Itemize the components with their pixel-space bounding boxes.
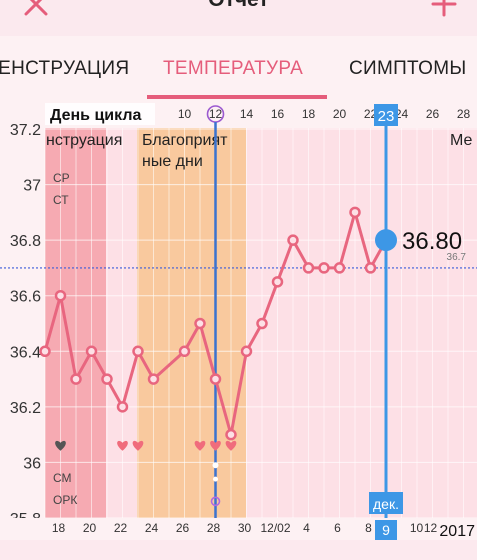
cycle-day-label-bg (45, 103, 155, 125)
temperature-point (287, 234, 299, 246)
heart-icon (117, 440, 128, 451)
temperature-point (271, 276, 284, 288)
fertile-label-line1: Благоприят (142, 132, 228, 149)
date-tick-label: 12 (424, 521, 438, 535)
cycle-day-tick: 26 (426, 107, 440, 121)
fertile-label-line2: ные дни (142, 153, 203, 170)
cycle-day-label: День цикла (50, 107, 141, 124)
temperature-point (70, 373, 82, 385)
cycle-day-tick: 24 (395, 107, 409, 121)
temperature-point (132, 345, 144, 358)
date-tick-label: 4 (303, 521, 310, 535)
y-tick-label: 36 (23, 455, 41, 472)
date-tick-label: 8 (365, 521, 372, 535)
bottom-bar (0, 540, 477, 560)
y-tick-label: 36.2 (10, 400, 41, 417)
tab-temperature[interactable]: ТЕМПЕРАТУРА (163, 58, 304, 79)
temperature-point (318, 262, 330, 274)
date-tick-label: 12/02 (260, 521, 290, 535)
close-button[interactable] (16, 0, 56, 22)
row-label: СТ (53, 193, 69, 207)
temperature-point (240, 345, 253, 358)
cursor-day-label: 23 (378, 108, 395, 125)
temperature-point (147, 373, 160, 385)
selected-temperature-value: 36.80 (402, 228, 462, 255)
y-tick-label: 37.2 (10, 122, 41, 139)
top-bar: Отчет (0, 0, 477, 36)
fertile-band (137, 128, 246, 518)
temperature-point (302, 262, 315, 274)
ovulation-test-icon (210, 496, 221, 507)
y-tick-label: 36.8 (10, 233, 41, 250)
cycle-day-tick: 14 (240, 107, 254, 121)
temperature-point (333, 262, 346, 274)
menstruation-label: нструация (46, 132, 122, 149)
tab-symptoms[interactable]: СИМПТОМЫ (349, 58, 467, 79)
year-label: 2017 (439, 523, 475, 540)
selected-temperature-point (375, 229, 397, 252)
cursor-date-label: 9 (382, 522, 390, 538)
tab-menstruation[interactable]: МЕНСТРУАЦИЯ (0, 58, 130, 79)
date-tick-label: 22 (114, 521, 128, 535)
date-tick-label: 30 (238, 521, 252, 535)
heart-icon (132, 440, 144, 451)
date-axis-background (0, 518, 477, 540)
next-menstruation-label: Ме (450, 132, 473, 149)
cycle-day-tick: 10 (178, 107, 192, 121)
date-tick-label: 20 (83, 521, 97, 535)
cycle-day-tick: 18 (302, 107, 316, 121)
ovulation-drop-icon (213, 476, 218, 482)
temperature-series-line (43, 210, 388, 437)
temperature-point (209, 373, 222, 385)
temperature-point (39, 345, 51, 358)
temperature-point (178, 345, 191, 358)
date-tick-label: 24 (145, 521, 159, 535)
page-title: Отчет (0, 0, 477, 12)
tab-bar: МЕНСТРУАЦИЯ ТЕМПЕРАТУРА СИМПТОМЫ (0, 36, 477, 101)
temperature-point (364, 262, 377, 274)
y-tick-label: 37 (23, 178, 41, 195)
temperature-point (54, 289, 67, 302)
cycle-day-tick: 20 (333, 107, 347, 121)
date-tick-label: 28 (207, 521, 221, 535)
row-label: СР (53, 171, 70, 185)
cursor-date-badge (375, 520, 397, 540)
temperature-point (194, 317, 206, 330)
date-tick-label: 6 (334, 521, 341, 535)
heart-icon (225, 440, 237, 451)
cursor-month-label: дек. (373, 496, 399, 512)
ovulation-drop-icon (212, 462, 219, 469)
close-icon (24, 0, 48, 16)
cursor-month-badge (369, 492, 403, 514)
date-tick-label: 26 (176, 521, 190, 535)
temperature-point (349, 206, 361, 219)
heart-icon (55, 440, 66, 451)
date-tick-label: 18 (52, 521, 66, 535)
temperature-point (225, 428, 237, 441)
cycle-day-tick: 12 (209, 107, 223, 121)
date-tick-label: 10 (410, 521, 424, 535)
temperature-point (116, 401, 129, 413)
y-tick-label: 36.6 (10, 289, 41, 306)
row-label: СМ (53, 471, 72, 485)
cycle-day-tick: 16 (271, 107, 285, 121)
temperature-point (256, 317, 268, 330)
plus-icon (431, 0, 457, 17)
cursor-day-badge (374, 104, 398, 126)
temperature-point (101, 373, 113, 385)
cycle-day-tick: 28 (457, 107, 471, 121)
heart-icon (194, 440, 206, 451)
coverline-label: 36.7 (447, 252, 467, 263)
add-button[interactable] (424, 0, 464, 22)
row-label: ОРК (53, 493, 77, 507)
y-tick-label: 36.4 (10, 344, 41, 361)
temperature-point (85, 345, 98, 358)
heart-icon (210, 440, 221, 451)
active-tab-indicator (147, 95, 327, 99)
